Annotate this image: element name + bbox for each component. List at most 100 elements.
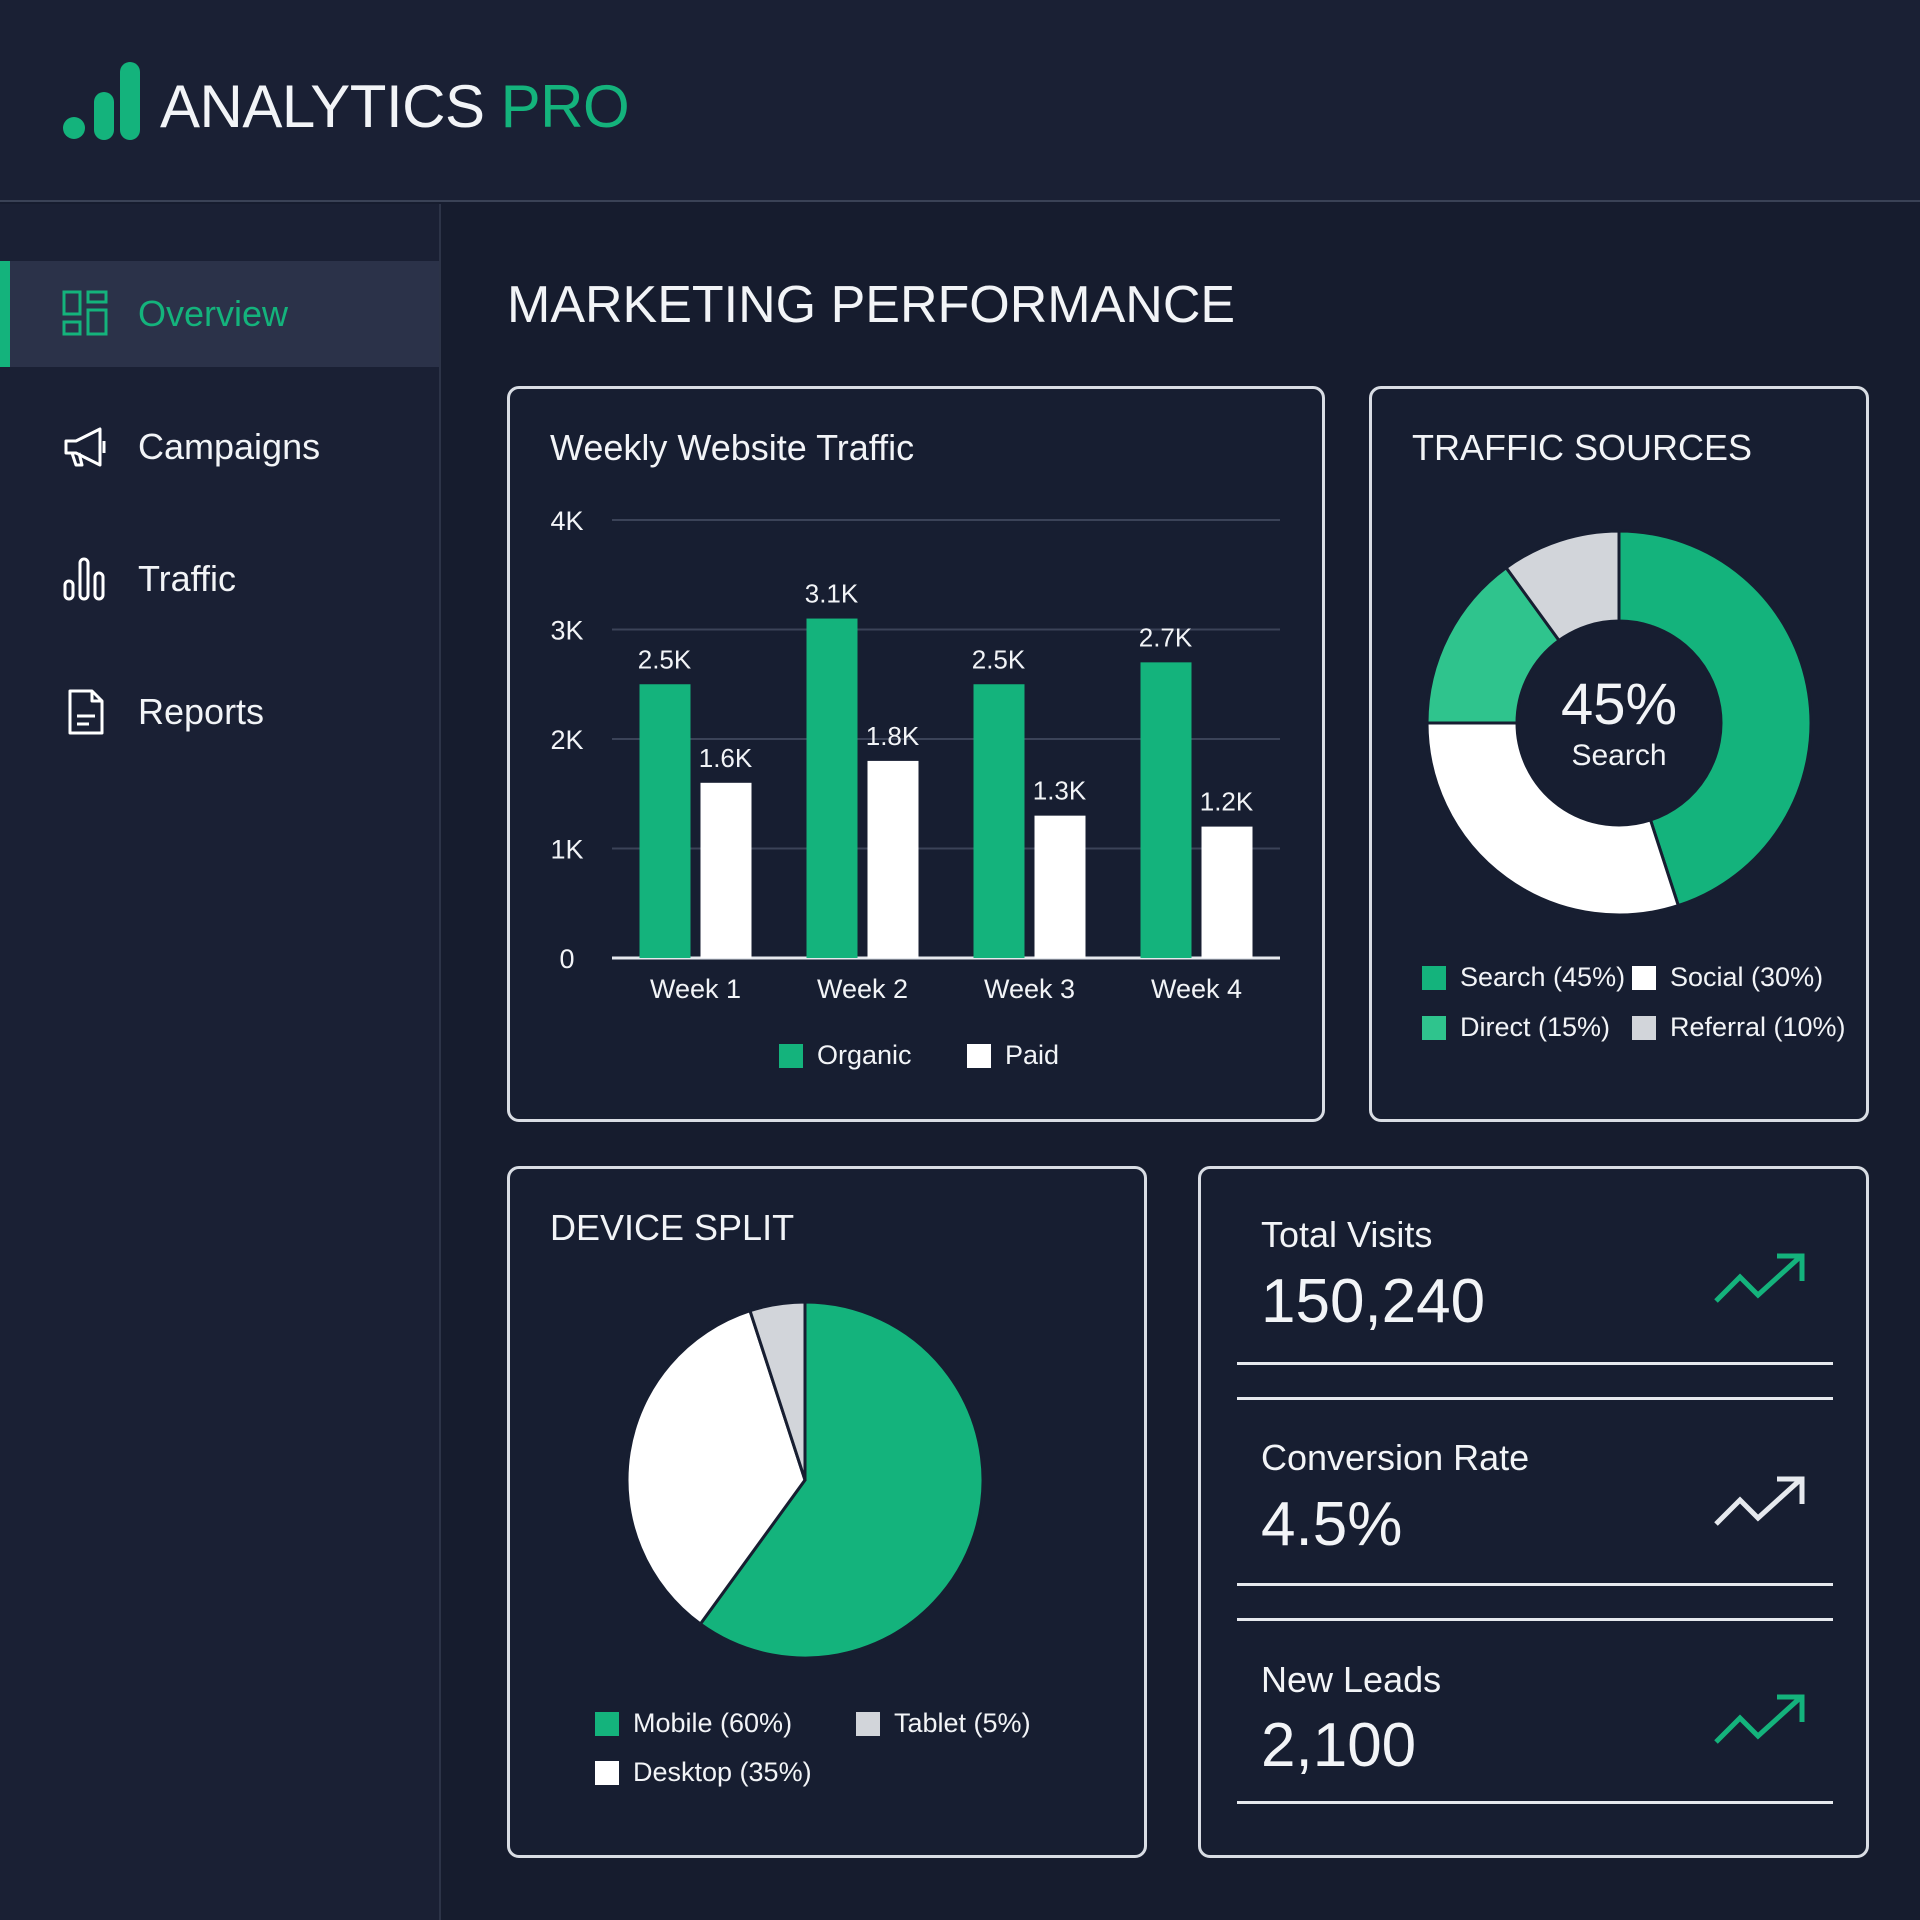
- sidebar-item-label: Traffic: [138, 558, 237, 599]
- legend-organic: Organic: [779, 1040, 912, 1071]
- legend-label: Organic: [817, 1040, 912, 1070]
- x-tick-label: Week 2: [817, 974, 908, 1004]
- legend-desktop: Desktop (35%): [595, 1757, 812, 1788]
- y-tick-label: 3K: [550, 616, 583, 646]
- header: ANALYTICS PRO: [0, 0, 1920, 202]
- data-label: 3.1K: [805, 579, 859, 609]
- brand-logo: ANALYTICS PRO: [160, 72, 630, 141]
- legend-tablet: Tablet (5%): [856, 1708, 1031, 1739]
- y-tick-label: 1K: [550, 835, 583, 865]
- traffic-sources-card: TRAFFIC SOURCES 45% Search Search (45%) …: [1369, 386, 1869, 1122]
- divider: [1237, 1618, 1833, 1621]
- dashboard-icon: [62, 290, 108, 336]
- card-title: Weekly Website Traffic: [550, 427, 915, 468]
- legend-label: Tablet (5%): [894, 1708, 1031, 1738]
- slice-desktop: [625, 1308, 807, 1627]
- sidebar-item-label: Campaigns: [138, 426, 321, 467]
- data-label: 1.8K: [866, 721, 920, 751]
- slice-tablet: [748, 1300, 807, 1481]
- kpi-card: Total Visits 150,240 Conversion Rate 4.5…: [1198, 1166, 1869, 1858]
- slice-social: [1425, 721, 1681, 917]
- donut-center-label: Search: [1571, 739, 1667, 772]
- document-icon: [68, 689, 104, 735]
- legend-swatch: [856, 1711, 880, 1736]
- legend-search: Search (45%): [1422, 962, 1625, 993]
- slice-search: [1617, 529, 1813, 908]
- data-label: 2.5K: [638, 644, 692, 674]
- legend-label: Desktop (35%): [633, 1757, 812, 1787]
- legend-label: Direct (15%): [1460, 1012, 1611, 1042]
- bar-chart: 0 1K 2K 3K 4K Week 1 2.5K 1.6K Week 2 3.1K 1.8K Wee…: [550, 506, 1280, 1004]
- legend-paid: Paid: [967, 1040, 1059, 1071]
- device-split-card: DEVICE SPLIT Mobile (60%) Tablet (5%) De…: [507, 1166, 1147, 1858]
- card-title: DEVICE SPLIT: [550, 1207, 795, 1248]
- legend-swatch: [1632, 965, 1656, 990]
- bar-paid: [1034, 815, 1086, 958]
- sidebar: Overview Campaigns Traffic Reports: [0, 204, 441, 1920]
- legend-swatch: [779, 1043, 803, 1068]
- sidebar-item-reports[interactable]: Reports: [0, 659, 439, 765]
- trend-up-icon: [1714, 1694, 1805, 1744]
- legend-label: Referral (10%): [1670, 1012, 1846, 1042]
- legend-social: Social (30%): [1632, 962, 1823, 993]
- legend-swatch: [595, 1760, 619, 1785]
- legend-swatch: [1422, 1015, 1446, 1040]
- sidebar-item-campaigns[interactable]: Campaigns: [0, 394, 439, 500]
- y-tick-label: 4K: [550, 506, 583, 536]
- kpi-label: New Leads: [1261, 1659, 1442, 1700]
- data-label: 1.2K: [1200, 787, 1254, 817]
- page-title: MARKETING PERFORMANCE: [507, 276, 1236, 334]
- sidebar-item-label: Overview: [138, 293, 289, 334]
- legend-label: Mobile (60%): [633, 1708, 793, 1738]
- legend-referral: Referral (10%): [1632, 1012, 1846, 1043]
- divider: [1237, 1583, 1833, 1586]
- legend-swatch: [967, 1043, 991, 1068]
- kpi-value: 150,240: [1261, 1267, 1486, 1336]
- sidebar-item-overview[interactable]: Overview: [0, 261, 439, 367]
- x-tick-label: Week 3: [984, 974, 1075, 1004]
- slice-referral: [1504, 529, 1621, 643]
- data-label: 2.5K: [972, 644, 1026, 674]
- x-tick-label: Week 1: [650, 974, 741, 1004]
- data-label: 1.6K: [699, 743, 753, 773]
- legend-direct: Direct (15%): [1422, 1012, 1610, 1043]
- bar-organic: [973, 684, 1025, 958]
- donut-chart: [1425, 529, 1813, 917]
- bar-paid: [1201, 826, 1253, 958]
- slice-mobile: [698, 1300, 985, 1660]
- y-tick-label: 0: [559, 944, 574, 974]
- x-tick-label: Week 4: [1151, 974, 1242, 1004]
- legend-swatch: [1632, 1015, 1656, 1040]
- sidebar-item-traffic[interactable]: Traffic: [0, 526, 439, 632]
- bar-organic: [639, 684, 691, 958]
- kpi-label: Conversion Rate: [1261, 1437, 1530, 1478]
- divider: [1237, 1801, 1833, 1804]
- donut-center-value: 45%: [1560, 672, 1678, 737]
- divider: [1237, 1397, 1833, 1400]
- bar-organic: [1140, 662, 1192, 958]
- sidebar-item-label: Reports: [138, 691, 265, 732]
- brand-main: ANALYTICS: [160, 73, 485, 140]
- logo-bars-icon: [63, 62, 140, 140]
- legend-swatch: [1422, 965, 1446, 990]
- legend-label: Social (30%): [1670, 962, 1824, 992]
- kpi-value: 2,100: [1261, 1711, 1417, 1780]
- trend-up-icon: [1714, 1476, 1805, 1526]
- trend-up-icon: [1714, 1253, 1805, 1303]
- brand-accent: PRO: [500, 73, 630, 140]
- kpi-value: 4.5%: [1261, 1490, 1403, 1559]
- legend-label: Paid: [1005, 1040, 1060, 1070]
- y-tick-label: 2K: [550, 725, 583, 755]
- card-title: TRAFFIC SOURCES: [1412, 427, 1753, 468]
- data-label: 1.3K: [1033, 776, 1087, 806]
- legend-label: Search (45%): [1460, 962, 1626, 992]
- kpi-label: Total Visits: [1261, 1214, 1433, 1255]
- bar-organic: [806, 618, 858, 958]
- bar-chart-icon: [63, 557, 105, 601]
- bar-paid: [867, 760, 919, 958]
- pie-chart: [625, 1300, 985, 1660]
- megaphone-icon: [64, 427, 106, 467]
- divider: [1237, 1362, 1833, 1365]
- bar-paid: [700, 782, 752, 958]
- weekly-traffic-card: Weekly Website Traffic 0 1K 2K 3K 4K Week 1 2.…: [507, 386, 1325, 1122]
